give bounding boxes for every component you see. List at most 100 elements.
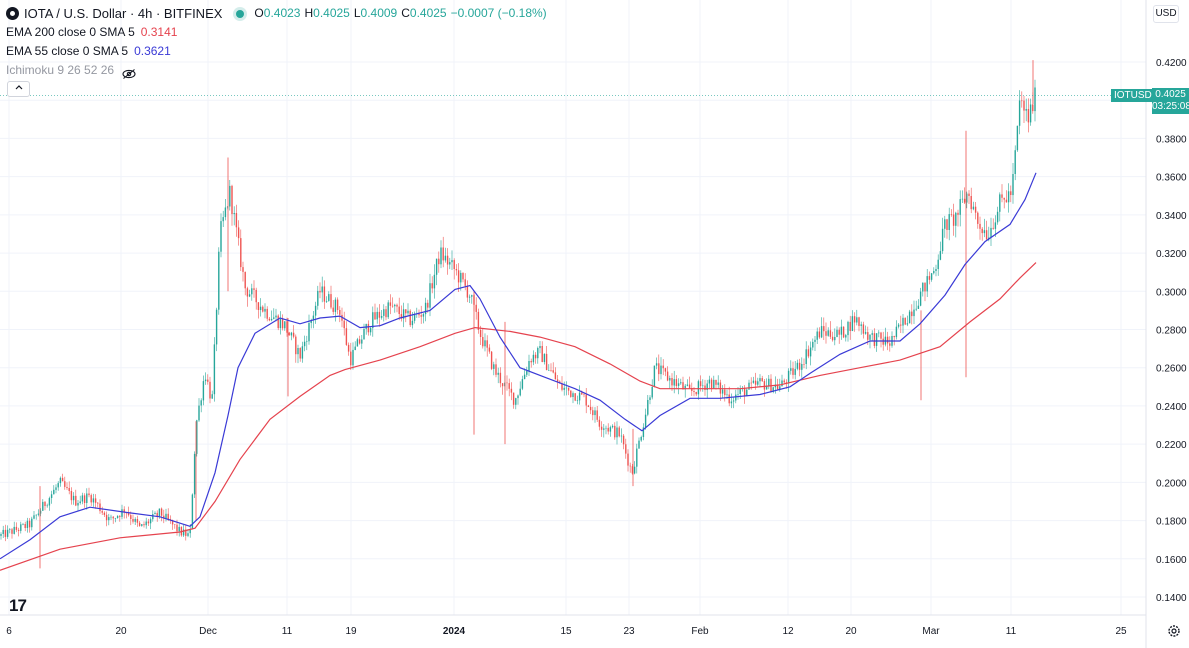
symbol-title[interactable]: IOTA / U.S. Dollar · 4h · BITFINEX [24,6,223,21]
candle-body [145,521,147,526]
price-tick-label: 0.1600 [1156,555,1187,566]
candle-body [303,341,306,347]
tradingview-logo: 17 [9,596,27,615]
candle-body [840,326,843,335]
time-tick-label: 19 [345,626,357,637]
candle-body [442,247,444,261]
candle-body [187,533,189,536]
candle-body [640,437,642,441]
candle-body [356,339,359,347]
indicator-row-ichimoku[interactable]: Ichimoku 9 26 52 26 [6,61,551,80]
candle-body [651,387,653,398]
candle-body [449,262,451,265]
candle-body [24,524,26,528]
candle-body [20,524,22,531]
candle-body [622,435,625,445]
candle-body [968,193,970,196]
candle-body [862,324,865,334]
candle-body [979,223,981,229]
candle-body [312,315,315,321]
candle-body [858,317,860,326]
price-tick-label: 0.2400 [1156,402,1187,413]
time-tick-label: 15 [560,626,572,637]
time-tick-label: 20 [115,626,127,637]
candle-body [605,427,607,429]
candle-body [845,335,847,338]
candle-body [121,509,123,517]
candle-body [97,502,99,504]
candle-body [924,282,926,292]
candle-body [376,311,378,320]
candle-body [167,513,169,520]
candle-body [132,519,134,522]
candle-body [46,505,48,507]
last-price-label: 0.4025 03:25:08 [1152,88,1189,114]
chart-grid [0,0,1146,615]
candle-body [257,302,260,310]
candle-body [273,317,275,319]
market-open-status-icon [236,9,245,18]
eye-hidden-icon[interactable] [122,66,136,79]
candle-body [543,353,546,362]
gear-icon[interactable] [1167,624,1181,638]
indicator-row-ema200[interactable]: EMA 200 close 0 SMA 5 0.3141 [6,23,551,42]
candle-body [402,309,405,319]
candle-body [743,388,746,397]
candle-body [202,381,205,401]
candle-body [152,514,154,520]
candle-body [585,394,587,406]
candle-body [385,309,387,318]
candle-body [0,534,2,536]
candle-body [1012,174,1014,196]
candle-body [772,387,774,392]
candle-body [429,283,431,308]
candle-body [268,318,271,321]
time-tick-label: 23 [623,626,635,637]
candle-body [706,383,708,390]
candle-body [554,372,557,380]
candle-body [820,326,823,338]
candle-body [510,388,513,393]
candle-body [292,332,295,337]
candle-body [955,212,957,226]
candle-body [838,329,840,335]
candle-body [992,227,994,229]
candle-body [22,524,24,525]
candle-body [229,185,231,207]
time-tick-label: 20 [845,626,857,637]
candle-body [1023,100,1025,111]
candle-body [420,315,422,317]
candle-body [548,370,550,371]
candle-body [334,299,337,312]
candle-body [823,326,825,332]
candle-body [2,529,4,534]
candle-body [77,503,79,506]
candle-body [697,381,700,395]
candle-body [163,515,165,519]
candle-body [1003,197,1005,200]
candle-body [1016,125,1019,151]
legend-collapse-button[interactable] [7,81,30,97]
candle-body [935,269,937,271]
candle-body [398,306,400,314]
candle-body [101,511,103,513]
candle-body [680,382,682,384]
candle-body [735,394,737,401]
indicator-row-ema55[interactable]: EMA 55 close 0 SMA 5 0.3621 [6,42,551,61]
candle-body [70,491,73,501]
candle-body [966,193,968,203]
candle-body [204,379,207,382]
candle-body [94,498,97,503]
price-tick-label: 0.2000 [1156,478,1187,489]
candle-body [814,339,816,342]
currency-label[interactable]: USD [1153,5,1179,23]
candle-body [952,214,955,226]
candle-body [354,346,356,350]
candle-body [286,321,288,333]
candle-body [209,381,211,399]
candle-body [948,214,950,230]
candle-body [233,213,235,215]
candle-body [407,310,409,314]
candle-body [295,336,297,355]
